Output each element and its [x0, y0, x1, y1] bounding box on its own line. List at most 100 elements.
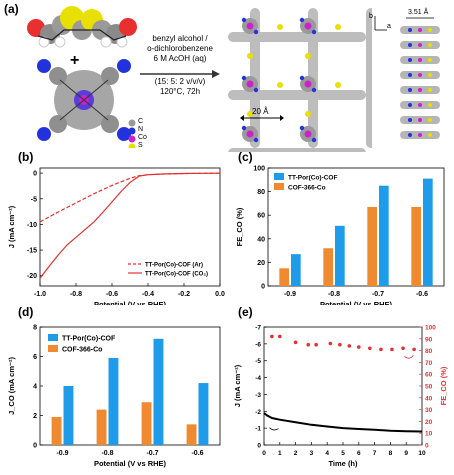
x-tick-label: 5	[341, 450, 345, 457]
framework-node-cobalt	[246, 80, 254, 88]
cof-stacking-sideview: 3.51 Å	[400, 7, 440, 139]
legend-swatch	[274, 173, 284, 180]
stack-nitrogen	[408, 118, 412, 122]
legend-swatch	[48, 334, 58, 341]
x-tick-label: 9	[404, 450, 408, 457]
y-axis-label: J_CO (mA cm⁻²)	[7, 357, 16, 415]
plus-sign: +	[70, 52, 80, 69]
framework-sulfur	[335, 82, 341, 88]
stack-cobalt	[418, 103, 422, 107]
atom-legend-labels: C N Co S	[138, 118, 147, 150]
fe-co-point	[379, 347, 383, 352]
y-axis-label: J (mA cm⁻²)	[7, 205, 16, 248]
plot-frame	[39, 167, 221, 287]
y-right-tick-label: 50	[425, 384, 433, 391]
bar-tt-por-co-cof-0-9	[291, 254, 301, 286]
y-tick-label: 4	[33, 384, 37, 391]
stack-sulfur	[428, 73, 432, 77]
y-tick-label: 20	[257, 260, 265, 267]
framework-node-cobalt	[304, 130, 312, 138]
legend-carbon: C	[138, 118, 144, 125]
y-right-tick-label: 10	[425, 431, 433, 438]
stack-sulfur	[428, 103, 432, 107]
y-right-axis-label: FE_CO (%)	[439, 366, 448, 405]
stack-nitrogen	[408, 133, 412, 137]
bar-tt-por-co-cof-0-7	[379, 185, 389, 286]
bar-tt-por-co-cof-0-9	[63, 386, 74, 445]
y-tick-label: 0	[261, 284, 265, 291]
framework-node-cobalt	[304, 80, 312, 88]
y-tick-label: 8	[33, 325, 37, 332]
lsv-chart: -1.0 -0.8 -0.6 -0.4 -0.2 0.0 0 -5 -10 -15 -20 Poten…	[7, 167, 225, 305]
framework-node-nitrogen	[241, 75, 247, 81]
framework-node-cobalt	[246, 130, 254, 138]
framework-node-nitrogen	[253, 29, 259, 35]
bar-cof-366-co-0-8	[96, 409, 107, 445]
panel-label-c: (c)	[238, 150, 253, 164]
framework-sulfur	[305, 111, 311, 117]
bar-tt-por-co-cof-0-8	[108, 357, 119, 445]
framework-sulfur	[335, 24, 341, 30]
x-tick-label: -0.6	[106, 291, 118, 298]
framework-sulfur	[247, 111, 253, 117]
condition-ratio: (15: 5: 2 v/v/v)	[154, 77, 206, 86]
stack-cobalt	[418, 28, 422, 32]
framework-sulfur	[305, 53, 311, 59]
panel-label-b: (b)	[18, 150, 34, 164]
x-tick-label: -0.6	[416, 291, 428, 298]
y-tick-label: -3	[255, 392, 261, 399]
framework-node-nitrogen	[311, 137, 317, 143]
y-tick-label: 100	[253, 166, 265, 173]
y-right-tick-label: 40	[425, 395, 433, 402]
fe-co-point	[390, 347, 394, 352]
x-tick-label: -0.7	[372, 291, 384, 298]
axis-b-label: b	[369, 13, 373, 20]
right-axis-pointer	[404, 355, 414, 359]
y-tick-label: -2	[255, 409, 261, 416]
y-tick-label: -10	[27, 222, 37, 229]
condition-temp-time: 120°C, 72h	[159, 87, 201, 96]
framework-node-nitrogen	[253, 137, 259, 143]
y-tick-label: 0	[257, 443, 261, 450]
framework-node-nitrogen	[311, 87, 317, 93]
y-tick-label: -20	[27, 273, 37, 280]
x-tick-label: -0.8	[101, 450, 113, 457]
j-co-bar-chart: 0 2 4 6 8 -0.9 -0.8 -0.7 -0.6 Potential (V vs RHE…	[7, 325, 221, 468]
fe-co-bar-chart: 0 20 40 60 80 100 -0.9 -0.8 -0.7 -0.6 Potential (V…	[235, 166, 445, 305]
stack-nitrogen	[408, 103, 412, 107]
framework-beam	[228, 32, 366, 42]
legend-entry: TT-Por(Co)-COF (Ar)	[145, 263, 203, 269]
framework-node-cobalt	[304, 22, 312, 30]
stack-sulfur	[428, 133, 432, 137]
x-tick-label: -0.9	[56, 450, 68, 457]
fe-co-point	[293, 340, 298, 345]
y-right-tick-label: 90	[425, 336, 433, 343]
stack-nitrogen	[408, 58, 412, 62]
fe-co-point	[270, 334, 274, 339]
x-tick-label: -0.2	[178, 291, 190, 298]
series-line-tt-por-co-cof-ar	[39, 172, 221, 223]
legend-swatch	[274, 183, 284, 190]
legend-entry: TT-Por(Co)-COF (CO₂)	[145, 272, 208, 278]
y-tick-label: 0	[33, 443, 37, 450]
panel-label-e: (e)	[238, 305, 253, 319]
bar-cof-366-co-0-7	[367, 206, 377, 286]
fe-co-point	[328, 341, 333, 346]
cof-framework-topview: 20 Å	[228, 8, 372, 152]
x-tick-label: 4	[325, 450, 329, 457]
legend-cobalt: Co	[138, 134, 147, 141]
stack-cobalt	[418, 73, 422, 77]
stack-sulfur	[428, 28, 432, 32]
y-tick-label: -7	[255, 325, 261, 332]
condition-solvent-2: o-dichlorobenzene	[147, 44, 213, 53]
framework-beam	[228, 148, 366, 152]
x-tick-label: 2	[294, 450, 298, 457]
framework-node-nitrogen	[299, 75, 305, 81]
framework-sulfur	[247, 53, 253, 59]
fe-co-point	[401, 346, 405, 351]
fe-co-point	[314, 342, 318, 347]
stack-cobalt	[418, 88, 422, 92]
bar-cof-366-co-0-6	[186, 424, 197, 445]
stack-sulfur	[428, 118, 432, 122]
x-tick-label: -0.6	[191, 450, 203, 457]
